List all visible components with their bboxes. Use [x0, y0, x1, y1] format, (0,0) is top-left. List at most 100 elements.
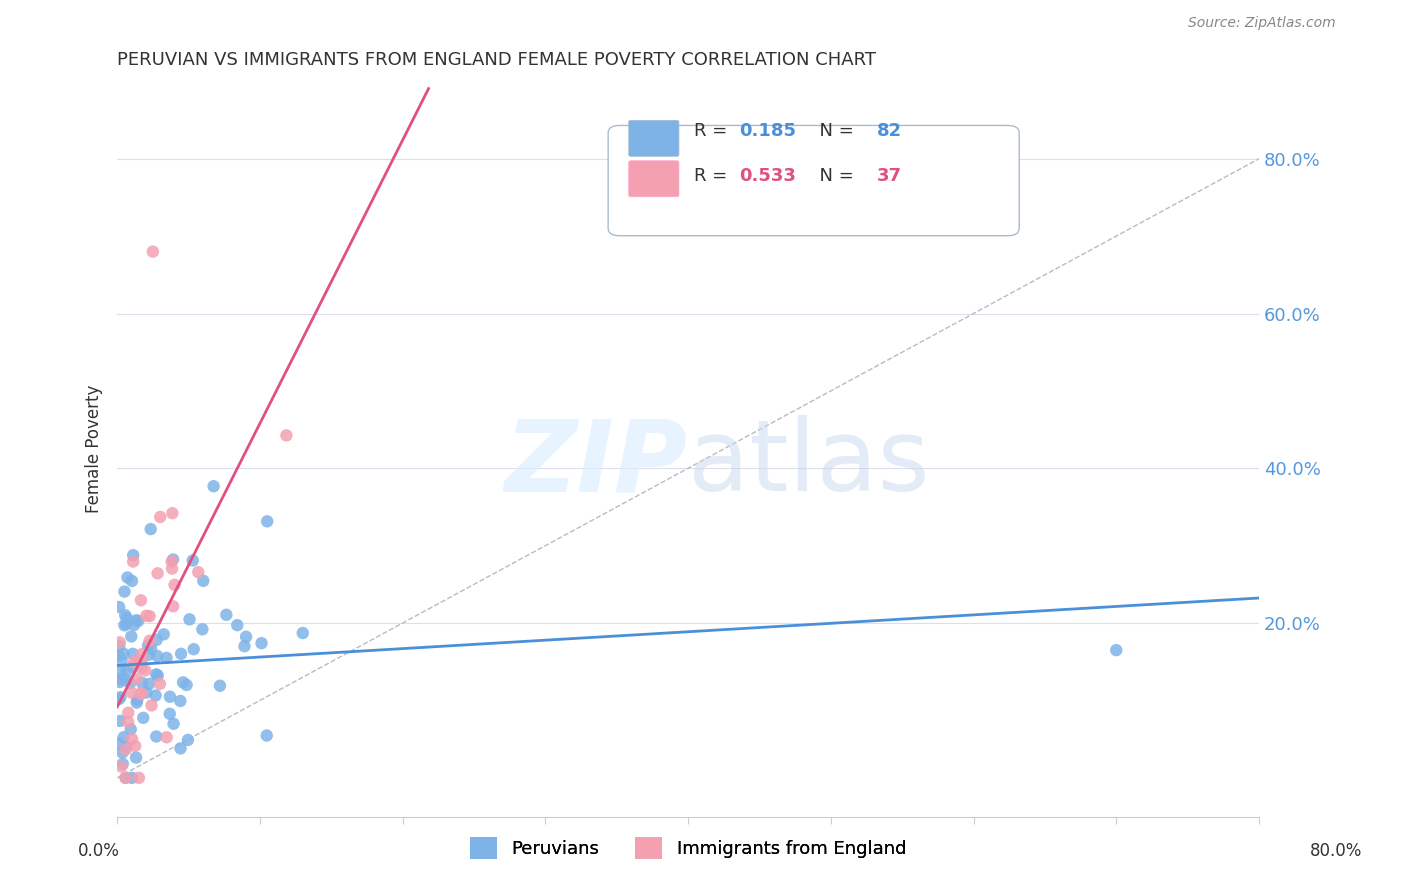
- Point: [183, 642, 205, 657]
- Text: 0.533: 0.533: [740, 167, 796, 185]
- Point: [138, 633, 160, 648]
- Text: atlas: atlas: [688, 415, 929, 512]
- Point: [156, 731, 179, 745]
- Point: [125, 613, 148, 627]
- Point: [122, 618, 145, 632]
- Point: [170, 647, 193, 661]
- Point: [107, 692, 129, 706]
- Text: 0.0%: 0.0%: [77, 842, 120, 860]
- Point: [149, 677, 172, 691]
- Point: [131, 653, 153, 667]
- Point: [149, 510, 172, 524]
- Point: [127, 693, 149, 707]
- Point: [129, 687, 152, 701]
- Point: [160, 555, 183, 569]
- Text: N =: N =: [808, 122, 859, 140]
- Point: [138, 609, 160, 624]
- Point: [276, 428, 298, 442]
- Point: [115, 611, 138, 625]
- Point: [155, 651, 177, 665]
- Point: [112, 647, 135, 661]
- Point: [114, 742, 136, 756]
- Point: [129, 593, 152, 607]
- Point: [120, 723, 142, 737]
- Point: [121, 732, 143, 747]
- Legend: Peruvians, Immigrants from England: Peruvians, Immigrants from England: [463, 830, 914, 866]
- Point: [146, 648, 169, 663]
- Text: PERUVIAN VS IMMIGRANTS FROM ENGLAND FEMALE POVERTY CORRELATION CHART: PERUVIAN VS IMMIGRANTS FROM ENGLAND FEMA…: [117, 51, 876, 69]
- Point: [121, 647, 143, 661]
- Point: [127, 614, 149, 628]
- Point: [208, 679, 231, 693]
- Point: [111, 746, 134, 760]
- Point: [108, 675, 131, 690]
- Point: [145, 667, 167, 681]
- Point: [128, 771, 150, 785]
- Point: [117, 706, 139, 720]
- Point: [114, 618, 136, 632]
- Text: Source: ZipAtlas.com: Source: ZipAtlas.com: [1188, 16, 1336, 29]
- Text: N =: N =: [808, 167, 859, 185]
- Point: [152, 627, 174, 641]
- Point: [115, 673, 138, 687]
- Point: [169, 694, 191, 708]
- Point: [125, 672, 148, 686]
- Point: [128, 655, 150, 669]
- Point: [108, 639, 131, 653]
- Point: [122, 555, 145, 569]
- Point: [162, 599, 184, 614]
- Point: [121, 574, 143, 588]
- FancyBboxPatch shape: [628, 120, 679, 156]
- Point: [160, 561, 183, 575]
- Point: [187, 565, 209, 579]
- Point: [191, 622, 214, 636]
- Point: [131, 656, 153, 670]
- Text: 82: 82: [876, 122, 901, 140]
- Point: [121, 659, 143, 673]
- Point: [108, 600, 131, 615]
- Point: [235, 630, 257, 644]
- Point: [132, 711, 155, 725]
- Point: [226, 618, 249, 632]
- Point: [145, 632, 167, 647]
- Point: [145, 730, 167, 744]
- Point: [129, 686, 152, 700]
- Point: [135, 608, 157, 623]
- Point: [118, 676, 141, 690]
- Point: [256, 729, 278, 743]
- Text: 37: 37: [876, 167, 901, 185]
- Point: [125, 750, 148, 764]
- Point: [122, 548, 145, 562]
- Point: [256, 514, 278, 528]
- Point: [110, 672, 132, 686]
- Point: [176, 678, 198, 692]
- Point: [114, 584, 136, 599]
- Point: [107, 737, 129, 751]
- Point: [163, 578, 186, 592]
- Point: [181, 553, 204, 567]
- Point: [138, 677, 160, 691]
- Point: [172, 675, 194, 690]
- Point: [233, 639, 256, 653]
- Point: [117, 714, 139, 729]
- Point: [138, 648, 160, 662]
- Point: [131, 661, 153, 675]
- Point: [117, 570, 139, 584]
- FancyBboxPatch shape: [609, 126, 1019, 235]
- Text: R =: R =: [693, 122, 733, 140]
- Point: [108, 635, 131, 649]
- Point: [202, 479, 225, 493]
- Point: [121, 685, 143, 699]
- Point: [177, 733, 200, 747]
- Point: [179, 612, 201, 626]
- Point: [125, 696, 148, 710]
- Point: [215, 607, 238, 622]
- Point: [139, 641, 162, 656]
- Point: [120, 629, 142, 643]
- Point: [136, 639, 159, 653]
- Point: [135, 685, 157, 699]
- Point: [122, 655, 145, 669]
- Point: [110, 759, 132, 773]
- Point: [108, 714, 131, 728]
- Point: [146, 566, 169, 581]
